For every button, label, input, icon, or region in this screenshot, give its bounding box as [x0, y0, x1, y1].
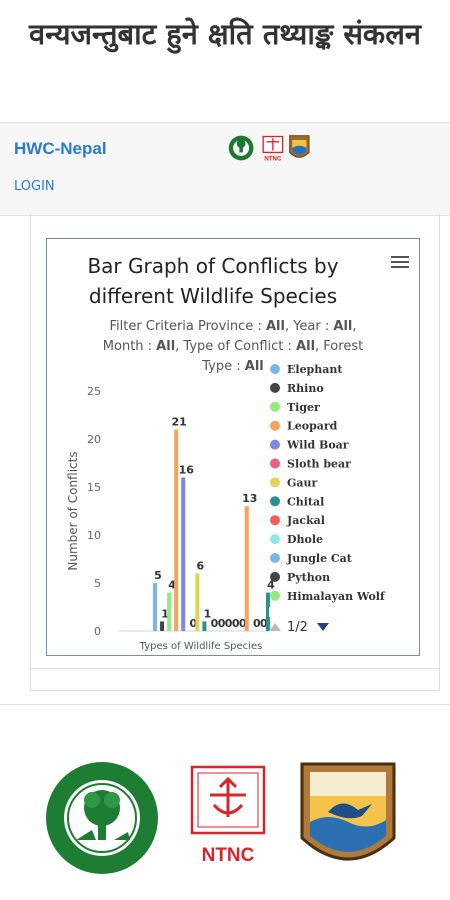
- legend-marker: [270, 553, 280, 563]
- legend-marker: [270, 496, 280, 507]
- svg-text:NTNC: NTNC: [264, 155, 282, 162]
- legend-item: Python: [287, 571, 330, 584]
- legend-marker: [270, 534, 280, 545]
- bar-rhino: [160, 621, 165, 631]
- legend-marker: [270, 571, 280, 582]
- bar-gaur: [195, 573, 200, 631]
- legend-item: Dhole: [287, 533, 323, 546]
- chart-container: Bar Graph of Conflicts by different Wild…: [46, 238, 420, 656]
- brand-link[interactable]: HWC-Nepal: [14, 139, 107, 158]
- data-label: 0: [253, 617, 261, 630]
- x-axis-title: Types of Wildlife Species: [139, 641, 263, 652]
- dnpwc-emblem-icon: [46, 762, 158, 874]
- legend-item: Himalayan Wolf: [287, 590, 386, 603]
- ntnc-label: NTNC: [202, 845, 255, 866]
- data-label: 16: [179, 463, 195, 476]
- ntnc-logo-icon: NTNC: [262, 135, 284, 162]
- data-label: 6: [197, 559, 205, 572]
- legend-pagination: 1/2: [287, 620, 308, 635]
- data-label: 4: [168, 579, 176, 592]
- dnpwc-logo-icon: [228, 135, 254, 161]
- data-label: 0: [218, 617, 226, 630]
- y-tick-label: 5: [94, 577, 101, 590]
- bar-tiger: [167, 592, 172, 631]
- hamburger-menu-icon[interactable]: [391, 253, 409, 271]
- data-label: 0: [211, 617, 219, 630]
- legend-prev-icon: [269, 623, 281, 631]
- usfws-footer-logo: [300, 762, 396, 861]
- data-label: 0: [225, 617, 233, 630]
- legend-marker: [270, 590, 280, 601]
- y-axis-title: Number of Conflicts: [66, 451, 80, 570]
- usfws-emblem-icon: [300, 762, 396, 861]
- legend-clip: [269, 607, 415, 617]
- content-frame-footer: [30, 668, 440, 691]
- legend-marker: [270, 515, 280, 526]
- y-tick-label: 25: [87, 385, 101, 398]
- bar-wild-boar: [181, 477, 186, 631]
- data-label: 0: [239, 617, 247, 630]
- legend-marker: [270, 401, 280, 412]
- data-label: 0: [260, 617, 268, 630]
- bar-series-17: [265, 592, 270, 631]
- y-tick-label: 20: [87, 433, 101, 446]
- usfws-logo-icon: [289, 135, 310, 158]
- legend-item: Rhino: [287, 382, 324, 395]
- content-frame: [30, 214, 440, 669]
- app-header: HWC-Nepal LOGIN NTNC: [0, 122, 450, 216]
- legend-item: Jackal: [286, 514, 325, 527]
- legend-marker: [270, 364, 280, 374]
- data-label: 21: [172, 415, 187, 428]
- legend-item: Elephant: [287, 363, 343, 376]
- legend-marker: [270, 420, 280, 431]
- legend-marker: [270, 458, 280, 469]
- divider: [0, 704, 450, 705]
- legend-item: Chital: [287, 495, 324, 508]
- bar-snow-leopard: [244, 506, 249, 631]
- chart-title-line2: different Wildlife Species: [88, 284, 338, 308]
- legend-item: Tiger: [287, 401, 320, 414]
- legend-item: Gaur: [287, 476, 318, 489]
- bar-leopard: [174, 429, 179, 631]
- legend-marker: [270, 439, 280, 450]
- header-logos: NTNC: [228, 135, 310, 162]
- data-label: 0: [232, 617, 240, 630]
- data-label: 13: [242, 492, 257, 505]
- ntnc-emblem-icon: [190, 765, 266, 835]
- data-label: 1: [204, 607, 212, 620]
- legend-item: Sloth bear: [287, 458, 351, 471]
- ntnc-footer-logo: NTNC: [190, 765, 266, 866]
- y-tick-label: 10: [87, 529, 101, 542]
- legend-marker: [270, 477, 280, 488]
- y-tick-label: 0: [94, 625, 101, 638]
- data-label: 4: [267, 579, 275, 592]
- legend-marker: [270, 382, 280, 393]
- chart-title-line1: Bar Graph of Conflicts by: [87, 254, 339, 278]
- legend-next-icon[interactable]: [317, 623, 329, 631]
- chart-title: Bar Graph of Conflicts by different Wild…: [47, 251, 379, 311]
- data-label: 0: [189, 617, 197, 630]
- dnpwc-footer-logo: [46, 762, 158, 874]
- legend-item: Leopard: [287, 420, 338, 433]
- login-link[interactable]: LOGIN: [14, 179, 55, 194]
- page-title: वन्यजन्तुबाट हुने क्षति तथ्याङ्क संकलन: [29, 17, 421, 51]
- y-tick-label: 15: [87, 481, 101, 494]
- chart-subtitle: Filter Criteria Province : All, Year : A…: [102, 319, 364, 374]
- data-label: 5: [154, 569, 162, 582]
- legend-item: Jungle Cat: [286, 552, 353, 565]
- legend-item: Wild Boar: [286, 439, 349, 452]
- bar-elephant: [153, 583, 157, 631]
- data-label: 1: [161, 607, 169, 620]
- bar-chital: [202, 621, 207, 631]
